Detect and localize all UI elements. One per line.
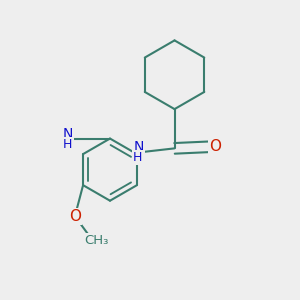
Text: H: H bbox=[63, 138, 72, 151]
Text: CH₃: CH₃ bbox=[84, 234, 108, 247]
Text: O: O bbox=[209, 139, 221, 154]
Text: O: O bbox=[69, 209, 81, 224]
Text: N: N bbox=[62, 127, 73, 141]
Text: N: N bbox=[134, 140, 144, 154]
Text: H: H bbox=[133, 151, 142, 164]
